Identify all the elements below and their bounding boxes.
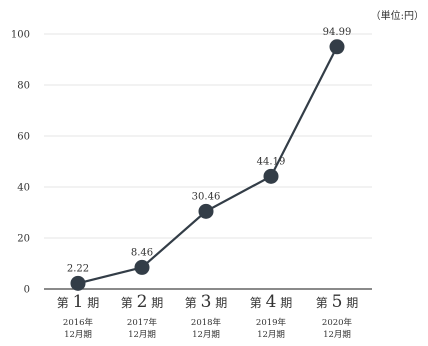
x-tick-label: 第 1 期 xyxy=(57,292,99,312)
y-tick-label: 100 xyxy=(11,30,30,41)
data-point xyxy=(134,259,150,275)
y-tick-label: 80 xyxy=(17,81,30,92)
data-label: 94.99 xyxy=(323,27,352,38)
series-line xyxy=(77,46,338,285)
x-tick-period: 12月期 xyxy=(128,330,156,340)
x-tick-year: 2017年 xyxy=(127,317,158,328)
data-points xyxy=(70,39,345,291)
y-tick-label: 20 xyxy=(17,234,30,245)
x-tick-label: 第 3 期 xyxy=(185,292,227,312)
y-tick-label: 40 xyxy=(17,183,30,194)
data-point xyxy=(329,39,345,55)
x-tick-period: 12月期 xyxy=(64,330,92,340)
data-point xyxy=(263,168,279,184)
data-label: 8.46 xyxy=(131,247,153,258)
x-tick-period: 12月期 xyxy=(323,330,351,340)
data-point xyxy=(198,203,214,219)
x-tick-year: 2020年 xyxy=(322,317,353,328)
x-tick-year: 2016年 xyxy=(63,317,94,328)
x-axis-categories: 第 1 期 2016年 12月期 第 2 期 2017年 12月期 第 3 期 2018年 12… xyxy=(57,292,358,340)
x-tick-label: 第 5 期 xyxy=(316,292,358,312)
data-point xyxy=(70,275,86,291)
data-label: 44.19 xyxy=(257,156,286,167)
y-tick-label: 60 xyxy=(17,132,30,143)
data-label: 30.46 xyxy=(192,191,221,202)
x-tick-period: 12月期 xyxy=(257,330,285,340)
y-axis-ticks: 0 20 40 60 80 100 xyxy=(11,30,30,296)
y-tick-label: 0 xyxy=(24,285,30,296)
data-labels: 2.22 8.46 30.46 44.19 94.99 xyxy=(67,27,351,275)
x-tick-year: 2019年 xyxy=(256,317,287,328)
unit-label: （単位:円） xyxy=(371,9,424,22)
data-label: 2.22 xyxy=(67,263,89,274)
x-tick-year: 2018年 xyxy=(191,317,222,328)
x-tick-label: 第 2 期 xyxy=(121,292,163,312)
x-tick-period: 12月期 xyxy=(192,330,220,340)
x-tick-label: 第 4 期 xyxy=(250,292,292,312)
